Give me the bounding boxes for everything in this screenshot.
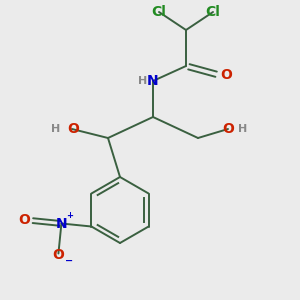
Text: O: O [68, 122, 80, 136]
Text: −: − [65, 256, 73, 266]
Text: O: O [18, 214, 30, 227]
Text: H: H [238, 124, 247, 134]
Text: Cl: Cl [152, 5, 166, 19]
Text: H: H [138, 76, 147, 86]
Text: H: H [51, 124, 60, 134]
Text: O: O [222, 122, 234, 136]
Text: N: N [56, 217, 67, 230]
Text: N: N [147, 74, 159, 88]
Text: O: O [220, 68, 232, 82]
Text: +: + [66, 211, 73, 220]
Text: O: O [52, 248, 64, 262]
Text: Cl: Cl [206, 5, 220, 19]
